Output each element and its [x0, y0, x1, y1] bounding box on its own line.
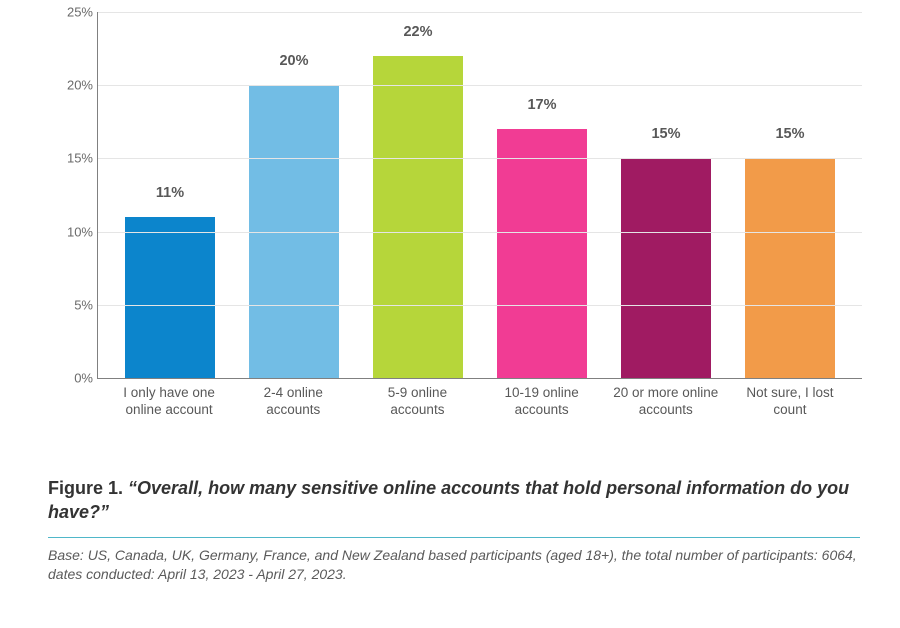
bar-value-label: 15%: [775, 126, 804, 142]
x-tick-label: Not sure, I lost count: [728, 385, 852, 419]
y-tick-label: 10%: [53, 224, 93, 239]
bar-slot: 11%: [108, 12, 232, 378]
x-axis-labels: I only have one online account2-4 online…: [97, 385, 862, 419]
bar-rect: [125, 217, 214, 378]
bar-value-label: 22%: [403, 24, 432, 40]
accounts-bar-chart: 11%20%22%17%15%15% 0%5%10%15%20%25% I on…: [52, 12, 862, 457]
y-tick-label: 25%: [53, 5, 93, 20]
bar-slot: 20%: [232, 12, 356, 378]
grid-line: [98, 12, 862, 13]
y-tick-label: 0%: [53, 371, 93, 386]
figure-base-note: Base: US, Canada, UK, Germany, France, a…: [48, 546, 860, 585]
plot-area: 11%20%22%17%15%15% 0%5%10%15%20%25%: [97, 12, 862, 379]
x-tick-label: 2-4 online accounts: [231, 385, 355, 419]
y-tick-label: 20%: [53, 78, 93, 93]
bar-slot: 22%: [356, 12, 480, 378]
bar-value-label: 17%: [527, 97, 556, 113]
bar-value-label: 20%: [279, 53, 308, 69]
bar-rect: [373, 56, 462, 378]
figure-question: “Overall, how many sensitive online acco…: [48, 478, 849, 522]
bar-value-label: 11%: [156, 185, 184, 201]
x-tick-label: 20 or more online accounts: [604, 385, 728, 419]
bar-slot: 17%: [480, 12, 604, 378]
bar-slot: 15%: [728, 12, 852, 378]
y-tick-label: 15%: [53, 151, 93, 166]
bar-rect: [497, 129, 586, 378]
y-tick-label: 5%: [53, 297, 93, 312]
bar-value-label: 15%: [651, 126, 680, 142]
caption-divider: [48, 537, 860, 538]
grid-line: [98, 158, 862, 159]
x-tick-label: 10-19 online accounts: [480, 385, 604, 419]
bar-rect: [621, 158, 710, 378]
x-tick-label: 5-9 online accounts: [355, 385, 479, 419]
grid-line: [98, 85, 862, 86]
figure-title: Figure 1. “Overall, how many sensitive o…: [48, 477, 860, 525]
x-tick-label: I only have one online account: [107, 385, 231, 419]
bars-container: 11% 20% 22% 17% 15% 15%: [98, 12, 862, 378]
figure-caption: Figure 1. “Overall, how many sensitive o…: [48, 477, 860, 585]
bar-slot: 15%: [604, 12, 728, 378]
grid-line: [98, 232, 862, 233]
bar-rect: [745, 158, 834, 378]
figure-number: Figure 1.: [48, 478, 123, 498]
grid-line: [98, 305, 862, 306]
